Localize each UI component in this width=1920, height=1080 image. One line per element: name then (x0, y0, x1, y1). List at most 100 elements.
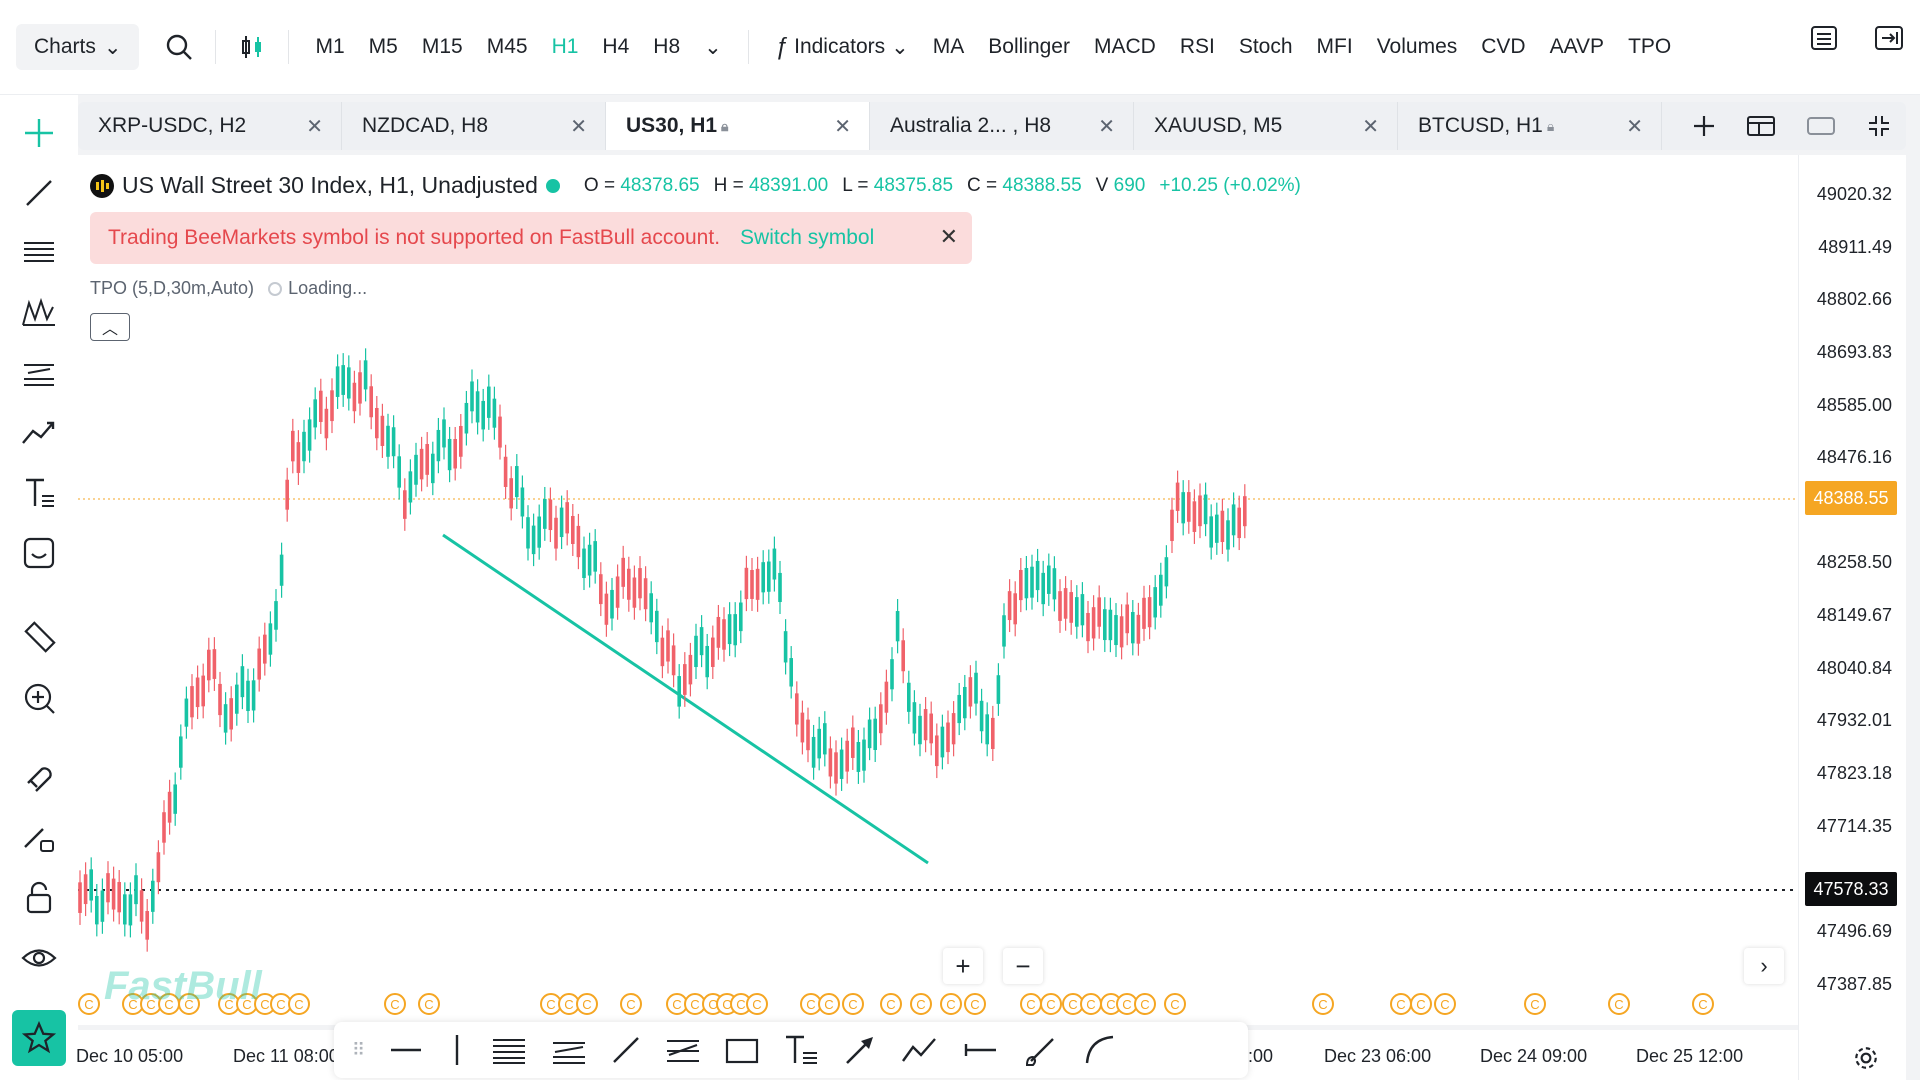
zoom-out-button[interactable]: − (1003, 948, 1043, 984)
zoom-in-button[interactable]: + (943, 948, 983, 984)
economic-event-icon[interactable]: C (1134, 993, 1156, 1015)
economic-event-icon[interactable]: C (818, 993, 840, 1015)
tab-btcusd[interactable]: BTCUSD, H1 🔒︎ ✕ (1398, 102, 1662, 150)
ray-line-icon[interactable] (611, 1035, 641, 1065)
measure-tool[interactable] (18, 617, 60, 659)
switch-symbol-link[interactable]: Switch symbol (740, 226, 875, 249)
economic-event-icon[interactable]: C (1434, 993, 1456, 1015)
indicator-rsi[interactable]: RSI (1179, 35, 1215, 58)
candle-type-button[interactable] (230, 25, 274, 69)
economic-event-icon[interactable]: C (880, 993, 902, 1015)
indicator-bollinger[interactable]: Bollinger (988, 35, 1070, 58)
tab-australia[interactable]: Australia 2... , H8 ✕ (870, 102, 1134, 150)
emoji-tool[interactable] (18, 532, 60, 574)
layout-list-icon[interactable] (1810, 24, 1838, 52)
indicator-tpo[interactable]: TPO (1628, 35, 1672, 58)
timeframe-m15[interactable]: M15 (421, 34, 463, 58)
economic-event-icon[interactable]: C (78, 993, 100, 1015)
economic-event-icon[interactable]: C (964, 993, 986, 1015)
economic-event-icon[interactable]: C (576, 993, 598, 1015)
indicator-macd[interactable]: MACD (1093, 35, 1156, 58)
timeframe-h4[interactable]: H4 (602, 34, 630, 58)
indicator-stoch[interactable]: Stoch (1238, 35, 1293, 58)
settings-gear-icon[interactable] (1853, 1045, 1879, 1071)
favorites-button[interactable] (12, 1010, 66, 1066)
collapse-indicators-button[interactable]: ︿ (90, 313, 130, 341)
charts-menu-button[interactable]: Charts ⌄ (16, 24, 140, 70)
pitchfork-icon[interactable] (665, 1035, 701, 1065)
vertical-line-icon[interactable] (447, 1033, 467, 1067)
trend-line-tool[interactable] (18, 172, 60, 214)
parallel-channel-icon[interactable] (551, 1035, 587, 1065)
economic-event-icon[interactable]: C (910, 993, 932, 1015)
channel-tool[interactable] (18, 352, 60, 394)
indicator-volumes[interactable]: Volumes (1376, 35, 1458, 58)
economic-event-icon[interactable]: C (1608, 993, 1630, 1015)
economic-event-icon[interactable]: C (746, 993, 768, 1015)
close-icon[interactable]: ✕ (1626, 116, 1643, 138)
indicator-cvd[interactable]: CVD (1481, 35, 1526, 58)
lock-drawings-tool[interactable] (18, 877, 60, 919)
economic-event-icon[interactable]: C (842, 993, 864, 1015)
economic-event-icon[interactable]: C (940, 993, 962, 1015)
economic-event-icon[interactable]: C (1312, 993, 1334, 1015)
arc-icon[interactable] (1083, 1033, 1117, 1067)
hide-drawings-tool[interactable] (18, 937, 60, 979)
economic-event-icon[interactable]: C (140, 993, 162, 1015)
exit-fullscreen-icon[interactable] (1874, 24, 1904, 52)
close-icon[interactable]: ✕ (306, 116, 323, 138)
segment-icon[interactable] (963, 1035, 999, 1065)
drag-handle-icon[interactable]: ⠿ (352, 1039, 366, 1060)
close-icon[interactable]: ✕ (939, 224, 958, 249)
split-layout-icon[interactable] (1746, 114, 1776, 138)
crosshair-tool[interactable] (18, 112, 60, 154)
economic-event-icon[interactable]: C (1164, 993, 1186, 1015)
economic-event-icon[interactable]: C (1020, 993, 1042, 1015)
chart-canvas[interactable] (78, 155, 1798, 1025)
tab-us30[interactable]: US30, H1 🔒︎ ✕ (606, 102, 870, 150)
tab-xrp-usdc[interactable]: XRP-USDC, H2 ✕ (78, 102, 342, 150)
timeframe-h1[interactable]: H1 (551, 34, 579, 58)
tab-nzdcad[interactable]: NZDCAD, H8 ✕ (342, 102, 606, 150)
economic-event-icon[interactable]: C (1692, 993, 1714, 1015)
zoom-in-tool[interactable] (18, 677, 60, 719)
scroll-right-button[interactable]: › (1744, 948, 1784, 984)
close-icon[interactable]: ✕ (1098, 116, 1115, 138)
economic-event-icon[interactable]: C (384, 993, 406, 1015)
text-tool[interactable] (18, 472, 60, 514)
economic-event-icon[interactable]: C (1390, 993, 1412, 1015)
economic-event-icon[interactable]: C (1524, 993, 1546, 1015)
forecast-tool[interactable] (18, 412, 60, 454)
indicators-button[interactable]: ƒ Indicators ⌄ (763, 33, 921, 61)
collapse-icon[interactable] (1866, 113, 1892, 139)
timeframe-m5[interactable]: M5 (368, 34, 398, 58)
horizontal-line-icon[interactable] (389, 1035, 423, 1065)
economic-event-icon[interactable]: C (236, 993, 258, 1015)
timeframe-m45[interactable]: M45 (486, 34, 528, 58)
single-layout-icon[interactable] (1806, 114, 1836, 138)
pattern-tool[interactable] (18, 292, 60, 334)
fib-retracement-icon[interactable] (491, 1035, 527, 1065)
economic-event-icon[interactable]: C (620, 993, 642, 1015)
price-axis[interactable]: 49020.32 48911.49 48802.66 48693.83 4858… (1798, 155, 1906, 1080)
timeframe-h8[interactable]: H8 (653, 34, 681, 58)
indicator-aavp[interactable]: AAVP (1549, 35, 1605, 58)
economic-event-icon[interactable]: C (1410, 993, 1432, 1015)
indicator-ma[interactable]: MA (932, 35, 965, 58)
stay-drawing-tool[interactable] (18, 817, 60, 859)
tab-xauusd[interactable]: XAUUSD, M5 ✕ (1134, 102, 1398, 150)
indicator-mfi[interactable]: MFI (1316, 35, 1353, 58)
polyline-icon[interactable] (901, 1035, 939, 1065)
economic-event-icon[interactable]: C (178, 993, 200, 1015)
timeframe-m1[interactable]: M1 (315, 34, 345, 58)
close-icon[interactable]: ✕ (1362, 116, 1379, 138)
close-icon[interactable]: ✕ (834, 116, 851, 138)
rectangle-icon[interactable] (725, 1035, 759, 1065)
timeframe-more-chevron-down-icon[interactable]: ⌄ (704, 35, 722, 59)
close-icon[interactable]: ✕ (570, 116, 587, 138)
brush-icon[interactable] (1023, 1033, 1059, 1067)
search-button[interactable] (157, 25, 201, 69)
arrow-icon[interactable] (843, 1033, 877, 1067)
text-icon[interactable] (783, 1033, 819, 1067)
economic-event-icon[interactable]: C (288, 993, 310, 1015)
